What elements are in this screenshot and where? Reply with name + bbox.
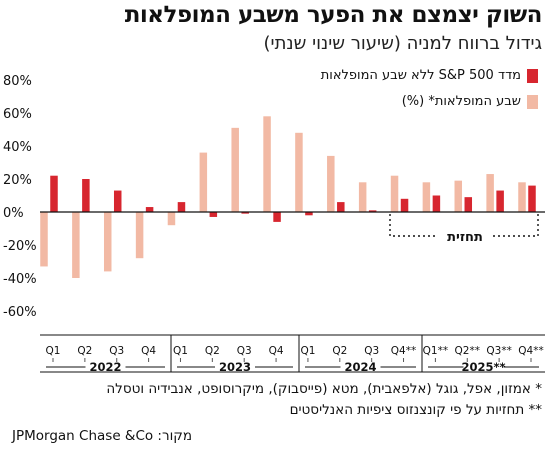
bar-mag7: [199, 152, 208, 212]
bar-mag7: [454, 180, 463, 212]
y-tick-label: 80%: [3, 74, 32, 89]
bar-mag7: [72, 212, 80, 278]
chart-title: השוק יצמצם את הפער משבע המופלאות: [124, 2, 543, 28]
y-tick-label: -40%: [3, 272, 37, 287]
legend-label-sp500: מדד S&P 500 ללא שבע המופלאות: [320, 68, 521, 83]
x-tick-label: Q4: [141, 345, 156, 357]
bar-mag7: [295, 132, 303, 212]
y-tick-label: 40%: [3, 140, 32, 155]
bar-sp500: [432, 195, 441, 212]
y-tick-label: 20%: [3, 173, 32, 188]
bar-sp500: [528, 185, 536, 212]
source-note: JPMorgan Chase &Co :מקור: [12, 428, 193, 444]
bar-sp500: [50, 175, 58, 212]
x-tick-label: Q3: [237, 345, 252, 357]
year-label: 2025**: [461, 360, 505, 374]
x-tick-label: Q4**: [391, 345, 416, 357]
year-label: 2023: [219, 360, 251, 374]
footnote-1: * אמזון, אפל, גוגל (אלפאבית), מטא (פייסב…: [106, 381, 542, 397]
forecast-label-bg: [437, 227, 493, 245]
legend-label-mag7: שבע המופלאות* (%): [401, 94, 521, 109]
x-tick-label: Q4: [269, 345, 284, 357]
bar-mag7: [327, 155, 335, 212]
legend-swatch-sp500: [527, 68, 538, 83]
bar-sp500: [145, 207, 154, 212]
year-label: 2024: [344, 360, 376, 374]
x-tick-label: Q3**: [486, 345, 511, 357]
x-tick-label: Q2: [332, 345, 347, 357]
x-tick-label: Q2: [205, 345, 220, 357]
bar-sp500: [113, 190, 122, 212]
y-tick-label: -60%: [3, 305, 37, 320]
bar-sp500: [305, 212, 313, 216]
x-tick-label: Q3: [364, 345, 379, 357]
x-tick-label: Q1**: [423, 345, 448, 357]
bar-sp500: [496, 190, 504, 212]
bar-sp500: [209, 212, 218, 217]
bar-mag7: [167, 212, 176, 226]
x-tick-label: Q4**: [518, 345, 543, 357]
y-tick-label: 0%: [3, 206, 24, 221]
x-tick-label: Q1: [46, 345, 61, 357]
bar-sp500: [82, 179, 90, 212]
bar-mag7: [40, 212, 48, 267]
legend-item-sp500: מדד S&P 500 ללא שבע המופלאות: [321, 68, 538, 83]
year-label: 2022: [89, 360, 121, 374]
footnote-2: ** תחזיות על פי קונצנזוס ציפיות האנליסטי…: [289, 402, 542, 418]
bar-mag7: [390, 175, 399, 212]
bar-mag7: [103, 212, 112, 272]
bar-mag7: [422, 182, 431, 212]
bar-mag7: [263, 116, 271, 212]
legend-swatch-mag7: [527, 94, 538, 109]
x-tick-label: Q3: [109, 345, 124, 357]
x-tick-label: Q1: [173, 345, 188, 357]
y-tick-label: 60%: [3, 107, 32, 122]
bar-mag7: [518, 182, 526, 212]
x-tick-label: Q1: [300, 345, 315, 357]
bar-sp500: [241, 212, 249, 214]
bar-sp500: [337, 202, 345, 212]
bar-sp500: [177, 202, 186, 212]
chart-subtitle: גידול ברווח למניה (שיעור שינוי שנתי): [263, 33, 542, 54]
bar-mag7: [231, 127, 239, 212]
bar-mag7: [486, 174, 494, 212]
bar-sp500: [368, 210, 377, 212]
forecast-label: תחזית: [447, 230, 483, 245]
y-tick-label: -20%: [3, 239, 37, 254]
legend-item-mag7: שבע המופלאות* (%): [402, 94, 538, 109]
bar-sp500: [400, 198, 409, 212]
x-tick-label: Q2: [77, 345, 92, 357]
bar-mag7: [135, 212, 144, 259]
bar-sp500: [273, 212, 281, 222]
bar-sp500: [464, 197, 473, 212]
x-tick-label: Q2**: [455, 345, 480, 357]
bar-mag7: [358, 182, 367, 212]
